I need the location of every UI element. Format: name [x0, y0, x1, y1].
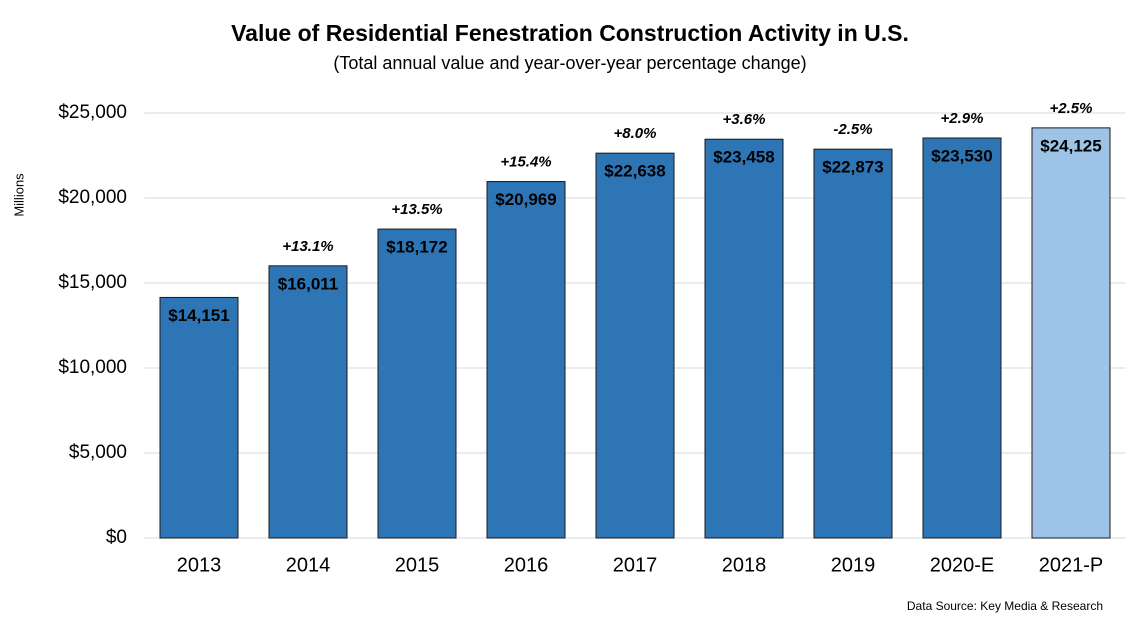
- chart-title: Value of Residential Fenestration Constr…: [231, 20, 909, 46]
- value-label: $16,011: [278, 274, 339, 293]
- value-label: $22,873: [822, 158, 883, 177]
- x-tick-label: 2018: [722, 554, 767, 576]
- x-tick-label: 2013: [177, 554, 222, 576]
- bar: [268, 265, 348, 539]
- bar: [377, 228, 457, 539]
- bar: [922, 137, 1002, 539]
- value-label: $23,458: [713, 148, 774, 167]
- bar: [159, 296, 239, 539]
- value-label: $23,530: [931, 146, 992, 165]
- change-label: +3.6%: [723, 111, 766, 128]
- x-tick-label: 2021-P: [1039, 554, 1104, 576]
- change-label: +2.9%: [941, 110, 984, 127]
- change-label: -2.5%: [833, 121, 872, 138]
- change-label: +13.1%: [282, 238, 333, 255]
- bar: [486, 181, 566, 539]
- y-tick-label: $0: [106, 527, 127, 548]
- bar: [704, 138, 784, 539]
- x-tick-label: 2014: [286, 554, 331, 576]
- value-label: $20,969: [495, 190, 556, 209]
- bar: [595, 152, 675, 539]
- chart-subtitle: (Total annual value and year-over-year p…: [333, 53, 806, 73]
- value-label: $18,172: [386, 238, 447, 257]
- y-tick-label: $15,000: [58, 272, 127, 293]
- y-tick-label: $10,000: [58, 357, 127, 378]
- value-label: $24,125: [1040, 136, 1101, 155]
- value-label: $22,638: [604, 162, 665, 181]
- change-label: +2.5%: [1050, 100, 1093, 117]
- change-label: +15.4%: [500, 153, 551, 170]
- y-axis-label: Millions: [11, 173, 26, 217]
- x-tick-label: 2015: [395, 554, 440, 576]
- change-label: +8.0%: [614, 125, 657, 142]
- change-label: +13.5%: [391, 201, 442, 218]
- y-tick-label: $25,000: [58, 102, 127, 123]
- value-label: $14,151: [168, 306, 229, 325]
- y-tick-label: $20,000: [58, 187, 127, 208]
- x-tick-label: 2019: [831, 554, 876, 576]
- bar: [1031, 127, 1111, 539]
- x-tick-label: 2016: [504, 554, 549, 576]
- source-note: Data Source: Key Media & Research: [907, 599, 1103, 613]
- y-tick-label: $5,000: [69, 442, 127, 463]
- x-tick-label: 2017: [613, 554, 658, 576]
- bar: [813, 148, 893, 539]
- x-tick-label: 2020-E: [930, 554, 995, 576]
